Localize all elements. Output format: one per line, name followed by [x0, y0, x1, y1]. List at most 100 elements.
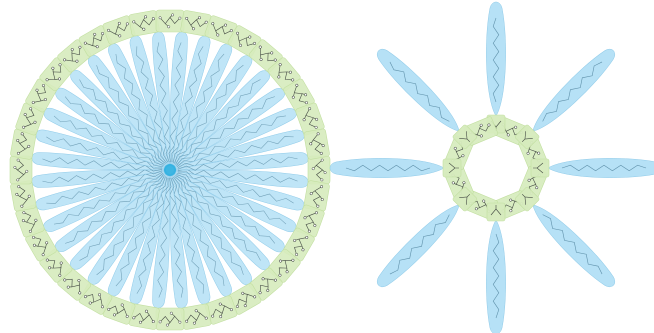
headgroup-atom [45, 78, 49, 82]
headgroup-atom [132, 316, 136, 320]
alkyl-chain [169, 177, 184, 298]
alkyl-chain [389, 214, 450, 275]
micelle-headgroup [128, 10, 160, 37]
alkyl-chain [171, 46, 204, 163]
alkyl-chain [542, 214, 603, 275]
headgroup-atom [113, 313, 116, 317]
headgroup-atom [526, 151, 530, 155]
headgroup-atom [29, 107, 33, 111]
headgroup-atom [204, 316, 208, 320]
alkyl-chain [64, 96, 164, 166]
headgroup-atom [192, 321, 196, 325]
headgroup-atom [229, 308, 233, 312]
tail-shape [486, 219, 506, 333]
alkyl-chain [96, 65, 166, 164]
headgroup-atom [58, 273, 62, 277]
micelle-headgroup-shell [9, 9, 331, 331]
micelle-headgroup [9, 155, 33, 185]
headgroup-atom [28, 229, 32, 233]
headgroup-atom [285, 270, 289, 274]
headgroup-atom [266, 288, 270, 292]
headgroup-atom [22, 125, 26, 129]
alkyl-chain [79, 175, 165, 261]
headgroup-atom [278, 63, 282, 67]
headgroup-atom [229, 29, 233, 33]
headgroup-atom [304, 93, 308, 97]
micelle-headgroup [78, 283, 113, 315]
linker-block [514, 186, 540, 212]
tail-shape [547, 158, 654, 178]
headgroup-atom [291, 258, 295, 262]
headgroup-atom [23, 113, 27, 116]
headgroup-atom [216, 33, 220, 37]
headgroup-atom [32, 243, 36, 247]
headgroup-atom [258, 291, 262, 295]
cyclic-tail [376, 204, 460, 288]
micelle-headgroup [155, 307, 185, 331]
headgroup-atom [178, 16, 182, 20]
micelle-headgroup [204, 15, 238, 45]
headgroup-atom [320, 178, 324, 182]
headgroup-atom [21, 219, 25, 223]
headgroup-atom [315, 117, 319, 121]
headgroup-atom [313, 224, 317, 227]
cyclic-headgroup-ring [442, 114, 550, 222]
headgroup-atom [305, 101, 308, 105]
headgroup-atom [63, 278, 67, 282]
headgroup-atom [66, 285, 70, 289]
micelle-tails [31, 31, 309, 309]
headgroup-atom [178, 320, 182, 324]
headgroup-atom [125, 22, 129, 26]
headgroup-atom [302, 118, 306, 122]
micelle-headgroup [227, 25, 262, 57]
tail-shape [329, 158, 445, 178]
alkyl-chain [173, 177, 225, 287]
micelle-headgroup [180, 303, 212, 330]
headgroup-atom [194, 309, 198, 313]
headgroup-atom [125, 314, 129, 318]
headgroup-atom [17, 185, 21, 189]
headgroup-atom [535, 186, 539, 190]
alkyl-chain [542, 61, 603, 122]
alkyl-chain [53, 173, 163, 225]
linker-bonds [533, 162, 544, 174]
cyclic-linker [514, 186, 540, 212]
micelle-headgroup [15, 102, 45, 136]
headgroup-atom [235, 305, 239, 308]
linker-block [486, 202, 506, 222]
micelle-headgroup [155, 9, 185, 33]
headgroup-atom [58, 63, 62, 67]
headgroup-atom [527, 178, 531, 182]
headgroup-atom [13, 165, 17, 169]
cyclic-linker [452, 186, 478, 212]
micelle-headgroup [248, 267, 283, 301]
headgroup-atom [320, 198, 324, 201]
alkyl-chain [177, 168, 298, 183]
headgroup-block [303, 128, 330, 160]
headgroup-atom [219, 315, 223, 319]
headgroup-atom [144, 15, 148, 19]
headgroup-atom [295, 253, 299, 256]
headgroup-atom [78, 291, 82, 295]
linker-bonds [459, 131, 471, 143]
headgroup-atom [303, 216, 307, 220]
headgroup-atom [78, 45, 82, 49]
headgroup-atom [291, 78, 295, 82]
alkyl-chain [173, 53, 225, 163]
headgroup-atom [144, 309, 148, 313]
headgroup-atom [309, 192, 313, 196]
headgroup-atom [305, 236, 309, 239]
headgroup-block [9, 155, 33, 185]
alkyl-chain [174, 176, 244, 275]
alkyl-chain [96, 176, 166, 276]
headgroup-atom [316, 204, 320, 208]
micelle-headgroup [303, 128, 330, 160]
cyclic-linker [452, 124, 478, 150]
micelle-headgroup [102, 15, 136, 45]
headgroup-atom [218, 302, 222, 306]
headgroup-atom [70, 48, 74, 52]
headgroup-atom [185, 319, 189, 323]
headgroup-atom [314, 211, 318, 215]
cyclic-tail [486, 219, 506, 333]
micelle-headgroup [128, 303, 160, 330]
